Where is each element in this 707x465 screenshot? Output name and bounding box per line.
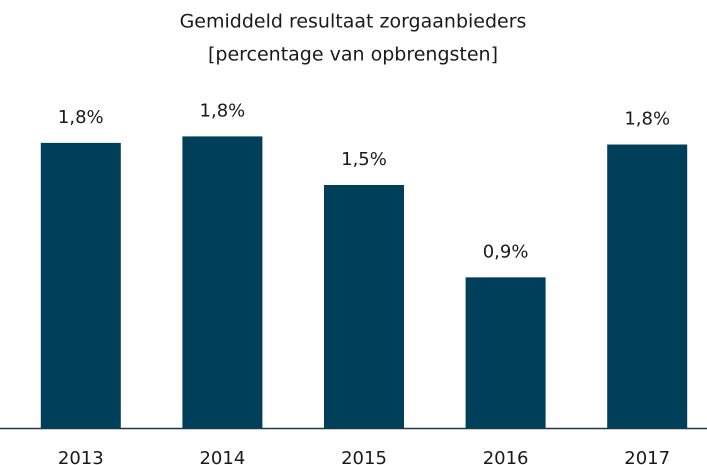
bar bbox=[182, 136, 263, 428]
bar bbox=[465, 277, 546, 428]
value-label: 1,8% bbox=[624, 109, 670, 130]
x-tick-label: 2016 bbox=[483, 448, 529, 465]
value-label: 1,8% bbox=[58, 107, 104, 128]
bar bbox=[40, 142, 121, 428]
value-label: 0,9% bbox=[483, 241, 529, 262]
x-tick-label: 2013 bbox=[58, 448, 104, 465]
x-tick-label: 2015 bbox=[341, 448, 387, 465]
chart-title: Gemiddeld resultaat zorgaanbieders bbox=[180, 11, 527, 33]
value-label: 1,5% bbox=[341, 149, 387, 170]
x-tick-label: 2014 bbox=[199, 448, 245, 465]
bar bbox=[607, 144, 688, 428]
x-tick-label: 2017 bbox=[624, 448, 670, 465]
bar bbox=[324, 185, 404, 428]
chart-subtitle: [percentage van opbrengsten] bbox=[208, 44, 498, 66]
value-label: 1,8% bbox=[200, 100, 246, 121]
